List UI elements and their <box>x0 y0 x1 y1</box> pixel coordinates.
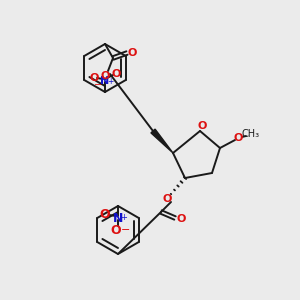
Text: −: − <box>121 225 131 235</box>
Text: CH₃: CH₃ <box>242 129 260 139</box>
Text: O: O <box>197 121 207 131</box>
Text: N: N <box>113 212 123 224</box>
Text: O: O <box>162 194 172 204</box>
Text: +: + <box>121 214 128 223</box>
Polygon shape <box>151 129 173 153</box>
Text: +: + <box>107 76 114 85</box>
Text: N: N <box>100 76 109 86</box>
Text: O: O <box>176 214 186 224</box>
Text: O: O <box>127 48 137 58</box>
Text: O: O <box>111 69 121 79</box>
Text: O: O <box>111 224 121 236</box>
Text: O: O <box>100 208 110 220</box>
Text: −: − <box>94 80 102 90</box>
Text: O: O <box>233 133 243 143</box>
Text: O: O <box>100 71 110 81</box>
Text: O: O <box>89 73 99 83</box>
